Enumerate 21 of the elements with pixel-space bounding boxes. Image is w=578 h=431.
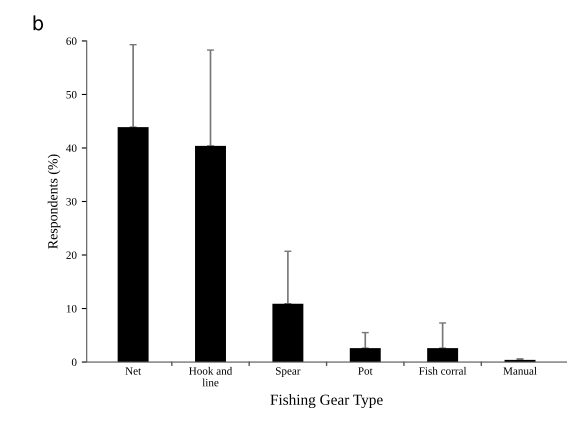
bar xyxy=(350,348,381,362)
bar xyxy=(272,304,304,362)
y-tick-label: 10 xyxy=(66,304,77,312)
y-tick-label: 20 xyxy=(66,251,77,259)
x-axis-title: Fishing Gear Type xyxy=(270,394,383,408)
x-tick-label: Spear xyxy=(276,367,300,377)
y-tick-label: 40 xyxy=(66,144,77,152)
bar xyxy=(118,127,149,362)
y-tick-label: 60 xyxy=(66,37,77,45)
x-tick-label: Manual xyxy=(503,366,537,375)
y-tick-label: 0 xyxy=(72,358,77,366)
bar xyxy=(195,146,226,362)
x-tick-label: Pot xyxy=(358,367,373,375)
y-axis-title: Respondents (%) xyxy=(48,154,60,249)
y-tick-label: 50 xyxy=(66,90,77,98)
x-tick-label: Fish corral xyxy=(419,366,466,375)
x-tick-label: Hook and line xyxy=(189,366,232,386)
bar xyxy=(427,348,458,362)
y-tick-label: 30 xyxy=(66,198,77,206)
text: b xyxy=(34,15,44,30)
x-tick-label: Net xyxy=(125,367,142,375)
